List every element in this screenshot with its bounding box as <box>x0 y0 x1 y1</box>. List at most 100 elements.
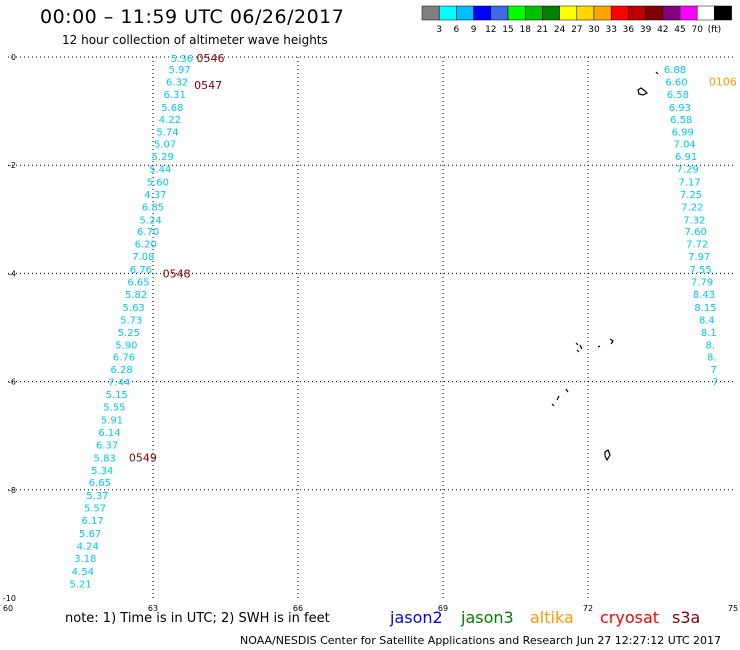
wave-height-value: 6.91 <box>675 152 697 163</box>
wave-height-value: 5.97 <box>168 65 190 76</box>
lon-tick-label: 63 <box>148 604 158 613</box>
wave-height-value: 4.37 <box>144 190 166 201</box>
pass-time-label: 0549 <box>129 451 157 464</box>
wave-height-value: 6.85 <box>142 202 164 213</box>
wave-height-value: 5.15 <box>106 390 128 401</box>
pass-time-label: 0546 <box>197 52 225 65</box>
legend-swatch <box>438 5 457 21</box>
wave-height-value: 5.37 <box>86 491 108 502</box>
lat-tick-label: -8 <box>8 486 16 495</box>
wave-height-value: 6.14 <box>98 428 120 439</box>
wave-height-value: 7.22 <box>681 202 703 213</box>
wave-height-value: 5.63 <box>123 303 145 314</box>
wave-height-value: 6.70 <box>137 227 159 238</box>
wave-height-value: 8.4 <box>699 315 715 326</box>
wave-height-value: 5.60 <box>147 177 169 188</box>
pass-time-label: 0547 <box>194 79 222 92</box>
wave-height-value: 7.17 <box>678 177 700 188</box>
wave-height-value: 6.88 <box>664 65 686 76</box>
wave-height-value: 7 <box>710 365 716 376</box>
wave-height-value: 6.65 <box>89 478 111 489</box>
legend-swatch <box>456 5 474 21</box>
wave-height-value: 7.79 <box>691 278 713 289</box>
wave-height-value: 8.1 <box>701 328 717 339</box>
lon-tick-label: 69 <box>438 604 448 613</box>
wave-height-value: 8. <box>706 340 716 351</box>
lon-tick-label: 66 <box>293 604 303 613</box>
wave-height-value: 5.74 <box>156 128 178 139</box>
color-legend: 3 6 9 12 15 18 21 24 27 30 33 36 39 42 45 70 (ft) <box>421 5 732 35</box>
legend-label: 27 <box>571 25 582 35</box>
legend-label: 9 <box>471 25 477 35</box>
wave-height-value: 7.08 <box>132 252 154 263</box>
sat-label-jason2: jason2 <box>390 608 443 627</box>
wave-height-value: 7.60 <box>685 227 707 238</box>
sat-label-cryosat: cryosat <box>600 608 660 627</box>
wave-height-value: 5.25 <box>118 328 140 339</box>
wave-height-value: 5.90 <box>115 340 137 351</box>
legend-label: 39 <box>640 25 652 35</box>
pass-time-label: 0106 <box>709 75 737 88</box>
legend-label: (ft) <box>708 25 722 35</box>
legend-swatch <box>524 5 543 21</box>
wave-height-value: 4.22 <box>159 115 181 126</box>
wave-height-value: 8.15 <box>694 303 716 314</box>
island-shape <box>604 449 611 462</box>
wave-height-value: 3.18 <box>74 554 96 565</box>
wave-height-value: 7 <box>712 378 718 389</box>
island-shape <box>551 388 569 407</box>
island-shape <box>637 87 649 96</box>
wave-height-value: 5.91 <box>101 415 123 426</box>
wave-height-value: 5.07 <box>154 140 176 151</box>
legend-swatch <box>421 5 440 21</box>
legend-label: 45 <box>674 25 685 35</box>
island-shape <box>597 345 601 348</box>
wave-height-value: 5.44 <box>149 164 171 175</box>
legend-label: 42 <box>657 25 668 35</box>
wave-height-value: 7.04 <box>674 140 696 151</box>
lat-tick-label: -2 <box>8 161 16 170</box>
wave-height-value: 6.31 <box>164 90 186 101</box>
legend-label: 15 <box>502 25 513 35</box>
wave-height-value: 7.44 <box>108 378 130 389</box>
wave-height-value: 6.76 <box>113 353 135 364</box>
island-shape <box>609 338 614 345</box>
wave-height-value: 7.97 <box>688 252 710 263</box>
legend-swatch <box>628 5 646 21</box>
wave-height-value: 6.58 <box>667 90 689 101</box>
legend-label: 12 <box>485 25 496 35</box>
lat-tick-label: -10 <box>3 594 16 603</box>
wave-height-value: 6.93 <box>669 103 691 114</box>
legend-swatch <box>507 5 526 21</box>
legend-swatch <box>593 5 612 21</box>
wave-height-value: 5.21 <box>69 579 91 590</box>
wave-height-value: 5.83 <box>94 453 116 464</box>
map-subtitle: 12 hour collection of altimeter wave hei… <box>62 33 328 47</box>
footer-note: note: 1) Time is in UTC; 2) SWH is in fe… <box>65 611 330 626</box>
legend-swatch <box>473 5 492 21</box>
wave-height-value: 5.67 <box>79 529 101 540</box>
legend-label: 3 <box>436 25 442 35</box>
legend-label: 21 <box>537 25 548 35</box>
wave-height-value: 7.29 <box>676 164 698 175</box>
legend-swatch <box>714 5 732 21</box>
sat-label-jason3: jason3 <box>461 608 514 627</box>
wave-height-value: 5.55 <box>103 402 125 413</box>
wave-height-value: 7.72 <box>686 240 708 251</box>
legend-label: 24 <box>554 25 566 35</box>
sat-label-s3a: s3a <box>672 608 701 627</box>
legend-label: 18 <box>519 25 531 35</box>
legend-swatch <box>490 5 509 21</box>
wave-height-value: 5.36 <box>171 54 193 65</box>
altimeter-tracks: 5.365.976.32 6.31 5.684.22 5.745.075.295.44… <box>69 52 736 590</box>
wave-height-value: 5.57 <box>84 504 106 515</box>
legend-label: 33 <box>605 25 616 35</box>
legend-label: 70 <box>691 25 703 35</box>
wave-height-value: 5.73 <box>120 315 142 326</box>
wave-height-value: 4.24 <box>77 542 99 553</box>
legend-label: 6 <box>454 25 460 35</box>
wave-height-value: 5.68 <box>161 103 183 114</box>
island-shape <box>655 71 659 75</box>
